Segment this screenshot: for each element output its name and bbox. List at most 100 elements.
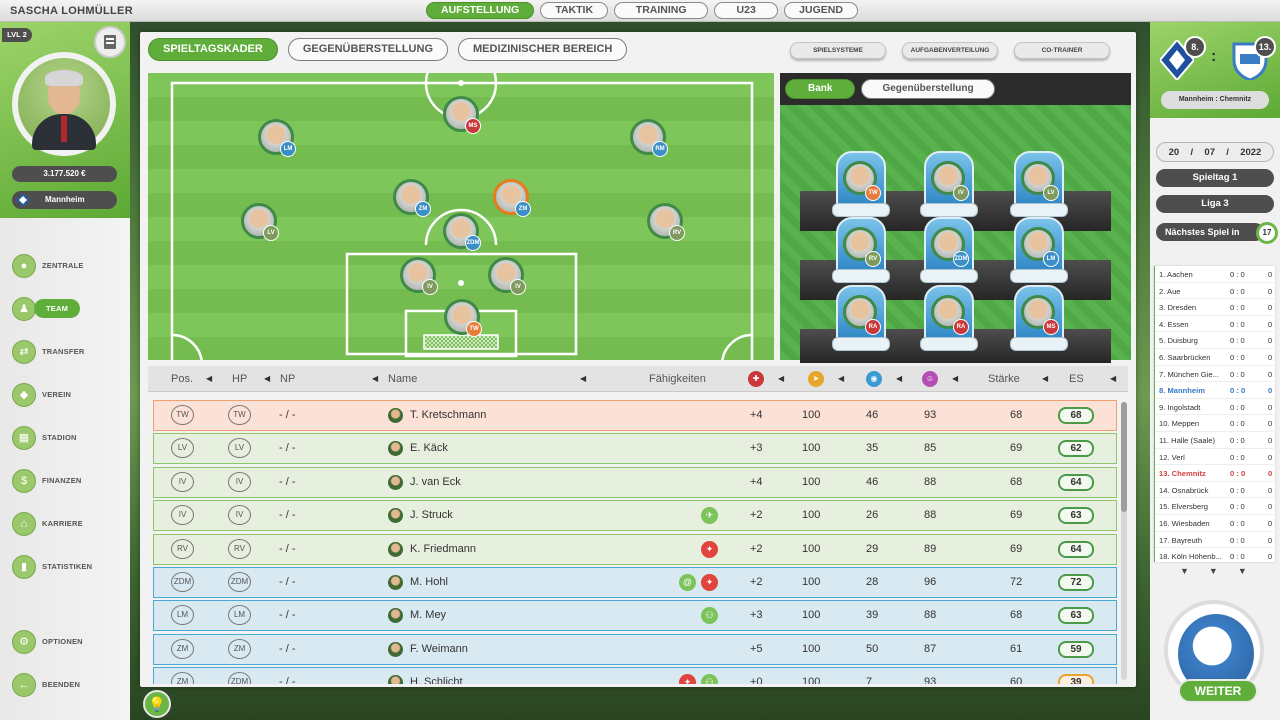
player-token[interactable]: TW bbox=[442, 297, 482, 337]
player-name[interactable]: J. van Eck bbox=[410, 475, 461, 488]
bench-seat[interactable]: RA bbox=[920, 285, 978, 355]
sort-arrow-icon[interactable]: ◀ bbox=[1042, 374, 1049, 383]
shield-icon[interactable]: ◉ bbox=[866, 371, 882, 387]
col-np[interactable]: NP bbox=[280, 373, 296, 385]
player-token[interactable]: LM bbox=[256, 117, 296, 157]
sort-arrow-icon[interactable]: ◀ bbox=[1110, 374, 1117, 383]
table-row[interactable]: ZM ZM - / - F. Weimann +5 100 50 87 61 59 bbox=[153, 633, 1117, 665]
sort-arrow-icon[interactable]: ◀ bbox=[206, 374, 213, 383]
league-row[interactable]: 9. Ingolstadt 0 : 0 0 bbox=[1155, 399, 1276, 416]
option-aufgabenverteilung[interactable]: AUFGABENVERTEILUNG bbox=[902, 42, 998, 59]
bench-tab-bank[interactable]: Bank bbox=[785, 79, 856, 99]
player-token[interactable]: IV bbox=[398, 255, 438, 295]
tab-medizinischer-bereich[interactable]: MEDIZINISCHER BEREICH bbox=[458, 38, 628, 61]
table-row[interactable]: ZM ZDM - / - H. Schlicht ✦ ⚇ +0 100 7 93 60 39 bbox=[153, 667, 1117, 684]
league-row[interactable]: 15. Elversberg 0 : 0 0 bbox=[1155, 498, 1276, 515]
tab-gegenüberstellung[interactable]: GEGENÜBERSTELLUNG bbox=[287, 38, 449, 61]
kick-icon[interactable]: ✦ bbox=[679, 674, 696, 684]
continue-button[interactable]: WEITER bbox=[1178, 679, 1258, 703]
sort-arrow-icon[interactable]: ◀ bbox=[580, 374, 587, 383]
player-name[interactable]: E. Käck bbox=[410, 442, 448, 455]
league-row[interactable]: 12. Verl 0 : 0 0 bbox=[1155, 449, 1276, 466]
league-row[interactable]: 1. Aachen 0 : 0 0 bbox=[1155, 266, 1276, 283]
col-hp[interactable]: HP bbox=[232, 373, 248, 385]
league-row[interactable]: 3. Dresden 0 : 0 0 bbox=[1155, 299, 1276, 316]
bench-seat[interactable]: LM bbox=[1010, 217, 1068, 287]
sidebar-item-verein[interactable]: ◆ VEREIN bbox=[12, 373, 92, 416]
sort-arrow-icon[interactable]: ◀ bbox=[778, 374, 785, 383]
table-row[interactable]: ZDM ZDM - / - M. Hohl @ ✦ +2 100 28 96 72 72 bbox=[153, 567, 1117, 598]
option-spielsysteme[interactable]: SPIELSYSTEME bbox=[790, 42, 886, 59]
top-tab-aufstellung[interactable]: AUFSTELLUNG bbox=[426, 2, 535, 19]
option-co-trainer[interactable]: CO-TRAINER bbox=[1014, 42, 1110, 59]
table-row[interactable]: LM LM - / - M. Mey ⚇ +3 100 39 88 68 63 bbox=[153, 600, 1117, 632]
top-tab-u23[interactable]: U23 bbox=[714, 2, 779, 19]
table-row[interactable]: RV RV - / - K. Friedmann ✦ +2 100 29 89 69 64 bbox=[153, 533, 1117, 565]
player-name[interactable]: H. Schlicht bbox=[410, 676, 463, 684]
bench-seat[interactable]: ZDM bbox=[920, 217, 978, 287]
bench-tab-gegenüberstellung[interactable]: Gegenüberstellung bbox=[861, 79, 995, 99]
player-token[interactable]: MS bbox=[441, 94, 481, 134]
bench-seat[interactable]: LV bbox=[1010, 151, 1068, 221]
table-row[interactable]: IV IV - / - J. Struck ✈ +2 100 26 88 69 63 bbox=[153, 500, 1117, 532]
player-token[interactable]: ZM bbox=[391, 177, 431, 217]
league-row[interactable]: 4. Essen 0 : 0 0 bbox=[1155, 316, 1276, 333]
smiley-icon[interactable]: ☺ bbox=[922, 371, 938, 387]
player-token[interactable]: ZM bbox=[491, 177, 531, 217]
col-strength[interactable]: Stärke bbox=[988, 373, 1020, 385]
sidebar-item-optionen[interactable]: ⚙ OPTIONEN bbox=[12, 620, 83, 663]
league-row[interactable]: 10. Meppen 0 : 0 0 bbox=[1155, 415, 1276, 432]
sort-arrow-icon[interactable]: ◀ bbox=[896, 374, 903, 383]
manager-avatar[interactable] bbox=[12, 52, 116, 156]
bench-seat[interactable]: TW bbox=[832, 151, 890, 221]
running-icon[interactable]: ✈ bbox=[701, 507, 718, 525]
col-pos[interactable]: Pos. bbox=[171, 373, 194, 385]
col-skills[interactable]: Fähigkeiten bbox=[649, 373, 706, 385]
fitness-icon[interactable]: ✚ bbox=[748, 371, 764, 387]
club-display[interactable]: Mannheim bbox=[12, 191, 117, 209]
bench-seat[interactable]: MS bbox=[1010, 285, 1068, 355]
sort-arrow-icon[interactable]: ◀ bbox=[372, 374, 379, 383]
sidebar-item-beenden[interactable]: ← BEENDEN bbox=[12, 663, 83, 706]
hint-lightbulb-button[interactable]: 💡 bbox=[143, 690, 171, 718]
league-row[interactable]: 6. Saarbrücken 0 : 0 0 bbox=[1155, 349, 1276, 366]
sidebar-item-statistiken[interactable]: ▮ STATISTIKEN bbox=[12, 545, 92, 588]
league-row[interactable]: 14. Osnabrück 0 : 0 0 bbox=[1155, 482, 1276, 499]
squad-overview-button[interactable] bbox=[94, 26, 126, 58]
player-name[interactable]: K. Friedmann bbox=[410, 542, 477, 555]
league-row[interactable]: 8. Mannheim 0 : 0 0 bbox=[1155, 382, 1276, 399]
kick-icon[interactable]: ✦ bbox=[701, 540, 718, 558]
sidebar-item-zentrale[interactable]: ● ZENTRALE bbox=[12, 244, 92, 287]
league-row[interactable]: 17. Bayreuth 0 : 0 0 bbox=[1155, 532, 1276, 549]
team-run-icon[interactable]: ⚇ bbox=[701, 607, 718, 625]
player-token[interactable]: LV bbox=[239, 201, 279, 241]
scrollbar-thumb[interactable] bbox=[1121, 402, 1127, 512]
kick-icon[interactable]: ✦ bbox=[701, 574, 718, 591]
col-es[interactable]: ES bbox=[1069, 373, 1084, 385]
bench-seat[interactable]: IV bbox=[920, 151, 978, 221]
top-tab-taktik[interactable]: TAKTIK bbox=[540, 2, 609, 19]
league-row[interactable]: 7. München Gie... 0 : 0 0 bbox=[1155, 366, 1276, 383]
sidebar-item-transfer[interactable]: ⇄ TRANSFER bbox=[12, 330, 92, 373]
player-token[interactable]: RV bbox=[645, 201, 685, 241]
team-run-icon[interactable]: ⚇ bbox=[701, 674, 718, 684]
league-row[interactable]: 18. Köln Höhenb... 0 : 0 0 bbox=[1155, 548, 1276, 565]
col-name[interactable]: Name bbox=[388, 373, 418, 385]
bench-seat[interactable]: RV bbox=[832, 217, 890, 287]
league-row[interactable]: 5. Duisburg 0 : 0 0 bbox=[1155, 332, 1276, 349]
player-name[interactable]: M. Hohl bbox=[410, 576, 448, 588]
sidebar-item-team[interactable]: ♟ TEAM bbox=[12, 287, 92, 330]
top-tab-training[interactable]: TRAINING bbox=[614, 2, 709, 19]
swirl-icon[interactable]: @ bbox=[679, 574, 696, 591]
player-name[interactable]: M. Mey bbox=[410, 609, 447, 622]
sidebar-item-stadion[interactable]: ▦ STADION bbox=[12, 416, 92, 459]
chevron-down-icon[interactable]: ▼▼▼ bbox=[1180, 566, 1267, 576]
table-scrollbar[interactable] bbox=[1121, 402, 1127, 680]
sort-arrow-icon[interactable]: ◀ bbox=[838, 374, 845, 383]
player-token[interactable]: ZDM bbox=[441, 211, 481, 251]
player-token[interactable]: RM bbox=[628, 117, 668, 157]
league-row[interactable]: 16. Wiesbaden 0 : 0 0 bbox=[1155, 515, 1276, 532]
player-name[interactable]: J. Struck bbox=[410, 509, 453, 522]
player-name[interactable]: T. Kretschmann bbox=[410, 409, 487, 421]
league-row[interactable]: 2. Aue 0 : 0 0 bbox=[1155, 283, 1276, 300]
